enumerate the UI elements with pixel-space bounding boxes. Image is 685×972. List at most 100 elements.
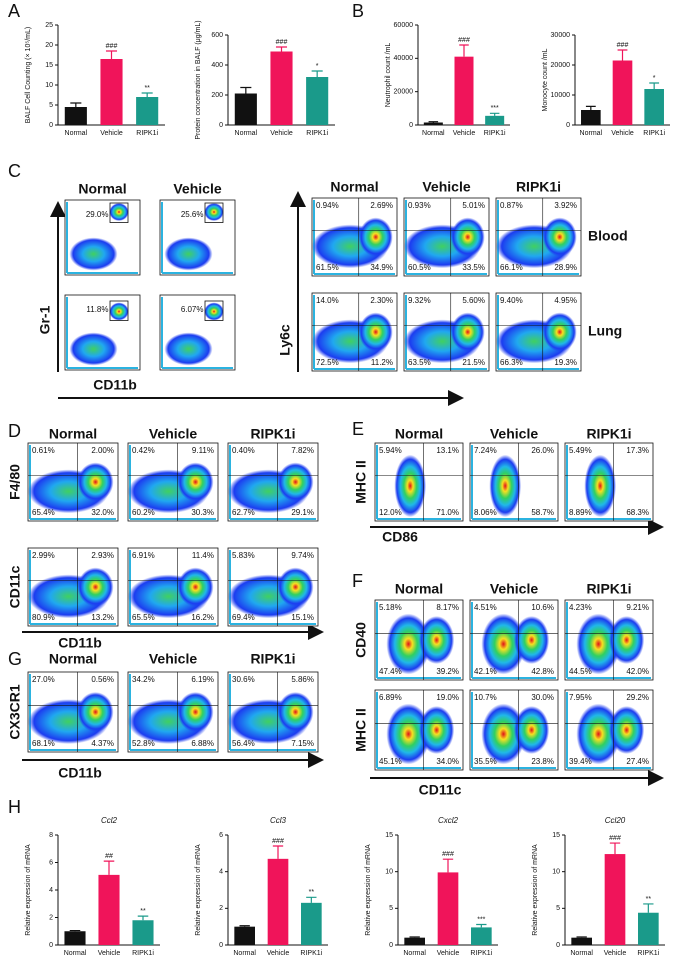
quadrant-percent: 3.92% (554, 201, 577, 210)
density-blob (394, 454, 427, 518)
bar (234, 93, 257, 125)
density-blob (69, 332, 118, 366)
panel-letter: A (8, 1, 20, 21)
column-title: Normal (49, 651, 97, 667)
error-bar (272, 845, 284, 859)
y-tick-label: 0 (389, 942, 393, 949)
y-tick-label: 60000 (394, 22, 414, 29)
quadrant-percent: 5.83% (232, 551, 255, 560)
x-tick-label: RIPK1i (300, 950, 322, 957)
quadrant-percent: 71.0% (436, 508, 459, 517)
y-tick-label: 20 (45, 42, 53, 49)
density-blob (514, 706, 550, 754)
quadrant-percent: 42.0% (626, 667, 649, 676)
quadrant-percent: 2.69% (370, 201, 393, 210)
bar (471, 927, 492, 945)
density-blob (164, 237, 213, 271)
y-tick-label: 0 (556, 942, 560, 949)
x-tick-label: RIPK1i (132, 950, 154, 957)
x-tick-label: RIPK1i (484, 130, 506, 137)
x-tick-label: Vehicle (98, 950, 121, 957)
quadrant-percent: 5.94% (379, 446, 402, 455)
axis-label: Gr-1 (37, 305, 53, 334)
axis-label: MHC II (353, 460, 369, 504)
quadrant-percent: 2.99% (32, 551, 55, 560)
significance-label: *** (477, 916, 485, 923)
x-tick-label: Vehicle (453, 130, 476, 137)
significance-label: ### (458, 37, 470, 44)
quadrant-percent: 65.5% (132, 613, 155, 622)
quadrant-percent: 9.32% (408, 296, 431, 305)
y-axis-label: Protein concentration in BALF (μg/mL) (195, 20, 202, 139)
x-tick-label: Normal (570, 950, 593, 957)
quadrant-percent: 27.4% (626, 757, 649, 766)
column-title: Vehicle (422, 179, 470, 195)
density-blob (584, 454, 617, 518)
density-blob (489, 454, 522, 518)
quadrant-percent: 33.5% (462, 263, 485, 272)
density-blob (358, 217, 393, 257)
gate (109, 202, 129, 223)
quadrant-percent: 66.1% (500, 263, 523, 272)
quadrant-percent: 26.0% (531, 446, 554, 455)
column-title: Normal (78, 181, 126, 197)
y-axis-label: Relative expression of mRNA (25, 844, 32, 936)
y-tick-label: 0 (566, 122, 570, 129)
quadrant-percent: 61.5% (316, 263, 339, 272)
density-blob (277, 692, 314, 732)
quadrant-percent: 65.4% (32, 508, 55, 517)
panel-letter: G (8, 649, 22, 669)
y-tick-label: 8 (49, 832, 53, 839)
quadrant-percent: 7.24% (474, 446, 497, 455)
x-tick-label: RIPK1i (643, 130, 665, 137)
x-tick-label: Normal (233, 950, 256, 957)
error-bar (442, 858, 454, 873)
density-blob (481, 703, 526, 765)
axis-label: CD11b (93, 377, 137, 393)
density-blob (386, 703, 431, 765)
gate-percent: 6.07% (181, 305, 204, 314)
axis-label: CD11b (58, 765, 102, 781)
error-bar (409, 936, 420, 938)
y-axis-label: Monocyte count /mL (542, 48, 549, 111)
y-tick-label: 200 (211, 92, 223, 99)
quadrant-percent: 23.8% (531, 757, 554, 766)
y-tick-label: 6 (219, 832, 223, 839)
quadrant-percent: 19.0% (436, 693, 459, 702)
quadrant-percent: 11.2% (371, 358, 393, 367)
y-tick-label: 20000 (394, 89, 414, 96)
error-bar (649, 82, 660, 89)
density-blob (77, 692, 114, 732)
y-axis-label: BALF Cell Counting (× 10⁵/mL) (25, 27, 32, 123)
bar (64, 931, 86, 945)
density-blob (576, 703, 621, 765)
quadrant-percent: 21.5% (462, 358, 485, 367)
density-blob (177, 462, 214, 502)
error-bar (617, 49, 628, 61)
bar (638, 912, 659, 945)
quadrant-percent: 0.94% (316, 201, 339, 210)
density-blob (450, 312, 485, 352)
error-bar (306, 896, 317, 903)
x-tick-label: Normal (64, 950, 87, 957)
quadrant-percent: 0.93% (408, 201, 431, 210)
chart-title: Ccl3 (270, 816, 287, 825)
quadrant-percent: 44.5% (569, 667, 592, 676)
quadrant-percent: 34.0% (436, 757, 459, 766)
error-bar (141, 92, 153, 97)
y-tick-label: 10 (552, 869, 560, 876)
x-tick-label: Normal (403, 950, 426, 957)
quadrant-percent: 60.5% (408, 263, 431, 272)
quadrant-percent: 47.4% (379, 667, 402, 676)
quadrant-percent: 29.1% (291, 508, 314, 517)
bar (404, 937, 425, 945)
quadrant-percent: 39.4% (569, 757, 592, 766)
density-blob (358, 312, 393, 352)
quadrant-percent: 56.4% (232, 739, 255, 748)
column-title: RIPK1i (250, 651, 295, 667)
significance-label: ### (276, 39, 288, 46)
significance-label: ### (609, 835, 621, 842)
error-bar (69, 929, 81, 932)
quadrant-percent: 28.9% (554, 263, 577, 272)
column-title: Vehicle (173, 181, 221, 197)
